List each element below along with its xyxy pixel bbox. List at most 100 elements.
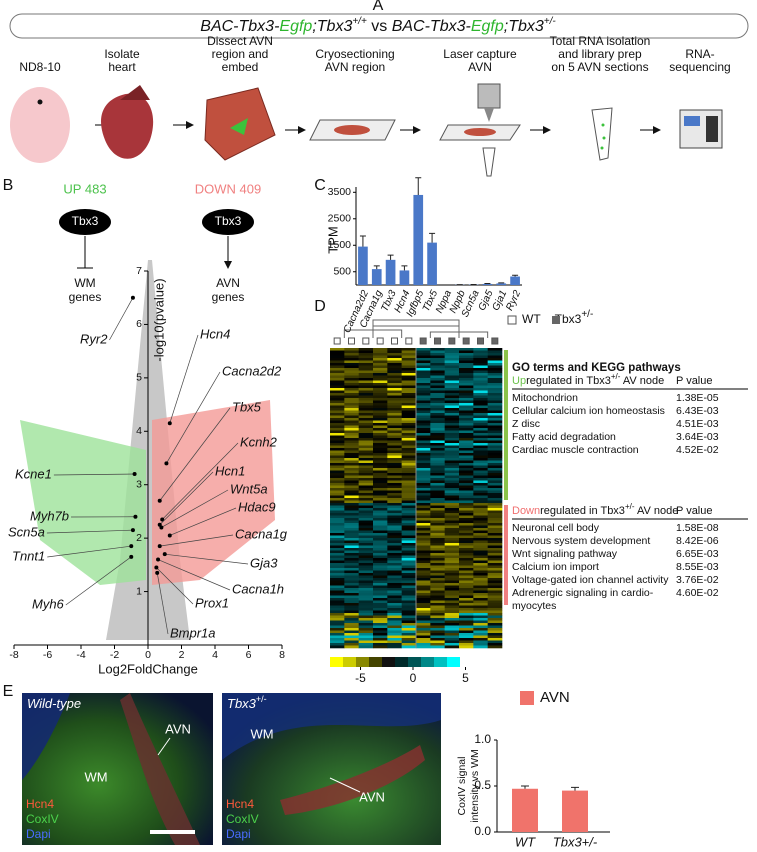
heatmap-cell	[487, 610, 503, 614]
heatmap-cell	[444, 450, 460, 454]
heatmap-cell	[387, 603, 402, 606]
heatmap-cell	[430, 538, 445, 541]
heatmap-cell	[373, 578, 388, 581]
error-bar	[429, 232, 436, 243]
heatmap-cell	[373, 598, 388, 601]
heatmap-cell	[344, 353, 359, 356]
y-tick-label: 500	[333, 266, 351, 278]
heatmap-cell	[387, 540, 402, 544]
heatmap-cell	[330, 528, 345, 531]
heatmap-cell	[387, 553, 402, 556]
heatmap-cell	[473, 540, 488, 544]
heatmap-cell	[401, 435, 417, 439]
heatmap-cell	[330, 463, 345, 466]
heatmap-cell	[401, 643, 417, 646]
heatmap-cell	[487, 645, 503, 649]
heatmap-cell	[473, 623, 488, 626]
heatmap-cell	[444, 588, 460, 591]
heatmap-cell	[444, 448, 460, 451]
heatmap-cell	[473, 505, 488, 509]
heatmap-cell	[459, 500, 474, 504]
heatmap-cell	[358, 350, 374, 354]
heatmap-cell	[430, 593, 445, 596]
heatmap-cell	[401, 618, 417, 621]
heatmap-cell	[401, 478, 417, 481]
heatmap-cell	[401, 488, 417, 491]
table-title: GO terms and KEGG pathways	[512, 362, 681, 374]
heatmap-cell	[330, 453, 345, 456]
heatmap-cell	[430, 615, 445, 619]
heatmap-cell	[487, 600, 503, 604]
heatmap-cell	[387, 628, 402, 631]
heatmap-cell	[373, 380, 388, 384]
heatmap-cell	[473, 583, 488, 586]
heatmap-cell	[330, 558, 345, 561]
heatmap-cell	[416, 585, 431, 589]
heatmap-cell	[416, 593, 431, 596]
heatmap-cell	[344, 420, 359, 424]
heatmap-cell	[430, 525, 445, 529]
heatmap-cell	[444, 358, 460, 361]
heatmap-cell	[473, 398, 488, 401]
heatmap-cell	[487, 598, 503, 601]
heatmap-cell	[401, 468, 417, 471]
heatmap-cell	[487, 553, 503, 556]
heatmap-cell	[330, 630, 345, 634]
heatmap-cell	[373, 575, 388, 579]
heatmap-cell	[473, 628, 488, 631]
heatmap-cell	[444, 465, 460, 469]
heatmap-cell	[444, 378, 460, 381]
heatmap-cell	[430, 563, 445, 566]
heatmap-cell	[373, 550, 388, 554]
heatmap-cell	[459, 538, 474, 541]
heatmap-cell	[459, 453, 474, 456]
heatmap-cell	[387, 460, 402, 464]
heatmap-cell	[416, 365, 431, 369]
heatmap-cell	[473, 575, 488, 579]
heatmap-cell	[373, 460, 388, 464]
heatmap-cell	[358, 458, 374, 461]
heatmap-cell	[430, 618, 445, 621]
heatmap-cell	[330, 593, 345, 596]
heatmap-cell	[373, 620, 388, 624]
heatmap-cell	[459, 593, 474, 596]
heatmap-cell	[459, 573, 474, 576]
heatmap-cell	[459, 633, 474, 636]
heatmap-cell	[344, 453, 359, 456]
heatmap-cell	[473, 458, 488, 461]
heatmap-cell	[358, 375, 374, 379]
heatmap-cell	[358, 558, 374, 561]
heatmap-cell	[330, 628, 345, 631]
heatmap-cell	[344, 478, 359, 481]
heatmap-cell	[416, 488, 431, 491]
heatmap-cell	[330, 560, 345, 564]
heatmap-cell	[430, 533, 445, 536]
heatmap-cell	[430, 413, 445, 416]
heatmap-cell	[444, 558, 460, 561]
heatmap-cell	[473, 528, 488, 531]
heatmap-cell	[459, 458, 474, 461]
heatmap-cell	[444, 505, 460, 509]
heatmap-cell	[373, 470, 388, 474]
sample-marker	[491, 337, 499, 345]
heatmap-cell	[401, 353, 417, 356]
heatmap-cell	[401, 460, 417, 464]
heatmap-cell	[416, 613, 431, 616]
heatmap-cell	[373, 523, 388, 526]
step-label: RNA-	[685, 47, 714, 61]
heatmap-cell	[444, 600, 460, 604]
heatmap-cell	[416, 628, 431, 631]
heatmap-cell	[330, 400, 345, 404]
heatmap-cell	[430, 635, 445, 639]
heatmap-cell	[430, 625, 445, 629]
heatmap-cell	[430, 425, 445, 429]
table-header-part: Down	[512, 505, 540, 517]
heatmap-cell	[358, 563, 374, 566]
heatmap-cell	[430, 430, 445, 434]
heatmap-cell	[330, 565, 345, 569]
table-pvalue: 4.51E-03	[676, 418, 719, 430]
heatmap-cell	[358, 540, 374, 544]
heatmap-cell	[373, 625, 388, 629]
heatmap-cell	[459, 495, 474, 499]
heatmap-cell	[459, 548, 474, 551]
